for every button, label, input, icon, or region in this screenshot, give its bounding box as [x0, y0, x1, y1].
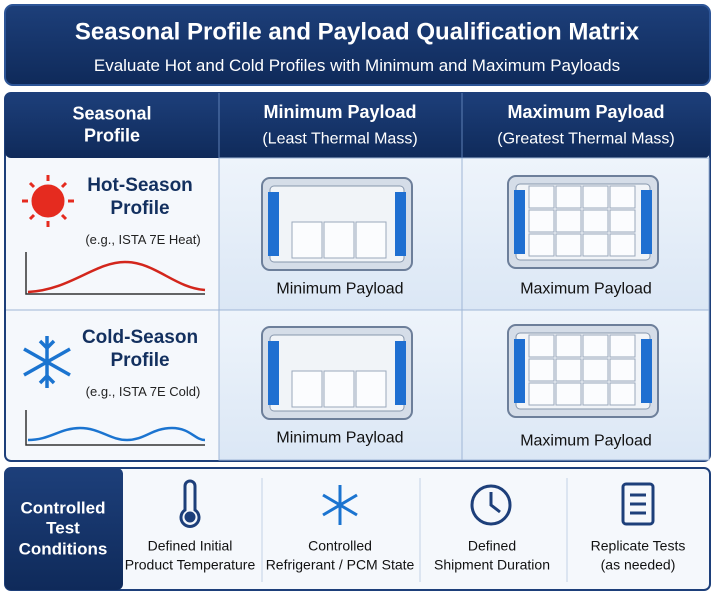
matrix-header: [5, 93, 710, 158]
payload-cube: [555, 233, 582, 257]
line: Hot-Season: [87, 175, 193, 197]
line: Cold-Season: [81, 327, 199, 349]
gel-pack: [641, 190, 652, 254]
payload-cube: [555, 358, 582, 382]
document-icon: [621, 482, 655, 526]
clock-icon: [470, 484, 512, 526]
line: Profile: [83, 125, 141, 145]
payload-cube: [323, 370, 355, 408]
gel-pack: [641, 339, 652, 403]
payload-cube: [609, 185, 636, 209]
title: Seasonal Profile and Payload Qualificati…: [74, 18, 640, 46]
condition-text: Replicate Tests: [590, 537, 686, 554]
row-note: (e.g., ISTA 7E Cold): [85, 384, 201, 400]
column-header: Seasonal Profile: [72, 103, 151, 146]
snowflake-icon: [23, 336, 71, 388]
payload-cube: [582, 185, 609, 209]
condition-text: Product Temperature: [124, 556, 256, 573]
condition-text: Controlled: [308, 537, 372, 554]
payload-cube: [609, 209, 636, 233]
row-note: (e.g., ISTA 7E Heat): [85, 232, 201, 248]
line: Test: [46, 518, 80, 538]
payload-cube: [609, 382, 636, 406]
cell-caption: Maximum Payload: [520, 432, 652, 450]
conditions-label-box: [5, 468, 123, 590]
column-subheader: (Greatest Thermal Mass): [497, 130, 675, 148]
gel-pack: [395, 341, 406, 405]
payload-cube: [609, 334, 636, 358]
payload-cube: [355, 221, 387, 259]
payload-cube: [291, 221, 323, 259]
payload-cube: [291, 370, 323, 408]
condition-text: Refrigerant / PCM State: [265, 556, 415, 573]
payload-cube: [582, 233, 609, 257]
column-header: Minimum Payload: [263, 102, 417, 123]
payload-cube: [582, 382, 609, 406]
payload-cube: [528, 185, 555, 209]
payload-cube: [323, 221, 355, 259]
cell-caption: Maximum Payload: [520, 280, 652, 298]
cell-caption: Minimum Payload: [276, 280, 404, 298]
payload-cube: [582, 209, 609, 233]
payload-cube: [528, 233, 555, 257]
payload-cube: [528, 382, 555, 406]
snowflake-small-icon: [322, 485, 358, 525]
row-title: Hot-Season Profile: [87, 175, 193, 221]
payload-cube: [528, 209, 555, 233]
line: Profile: [110, 198, 170, 219]
payload-cube: [582, 358, 609, 382]
payload-cube: [528, 334, 555, 358]
row-title: Cold-Season Profile: [82, 327, 198, 373]
line: Seasonal: [72, 103, 152, 124]
gel-pack: [514, 339, 525, 403]
condition-text: Defined: [467, 537, 517, 554]
cell-caption: Minimum Payload: [276, 429, 404, 447]
payload-cube: [555, 334, 582, 358]
thermometer-icon: [179, 479, 201, 528]
payload-cube: [582, 334, 609, 358]
gel-pack: [268, 341, 279, 405]
cold-curve: [25, 410, 206, 446]
payload-cube: [555, 209, 582, 233]
gel-pack: [395, 192, 406, 256]
header-box: [4, 4, 711, 86]
line: Conditions: [18, 539, 108, 559]
payload-cube: [355, 370, 387, 408]
conditions-title: Controlled Test Conditions: [19, 498, 108, 559]
column-subheader: (Least Thermal Mass): [262, 130, 418, 148]
line: Controlled: [20, 498, 106, 518]
payload-cube: [555, 185, 582, 209]
payload-cube: [528, 358, 555, 382]
hot-curve: [25, 252, 206, 295]
payload-cube: [609, 358, 636, 382]
sun-icon: [22, 175, 74, 227]
condition-text: (as needed): [600, 556, 676, 573]
subtitle: Evaluate Hot and Cold Profiles with Mini…: [93, 55, 621, 75]
gel-pack: [514, 190, 525, 254]
line: Profile: [110, 350, 170, 371]
condition-text: Shipment Duration: [434, 556, 550, 573]
condition-text: Defined Initial: [147, 537, 233, 554]
gel-pack: [268, 192, 279, 256]
payload-cube: [609, 233, 636, 257]
column-header: Maximum Payload: [507, 102, 665, 123]
payload-cube: [555, 382, 582, 406]
